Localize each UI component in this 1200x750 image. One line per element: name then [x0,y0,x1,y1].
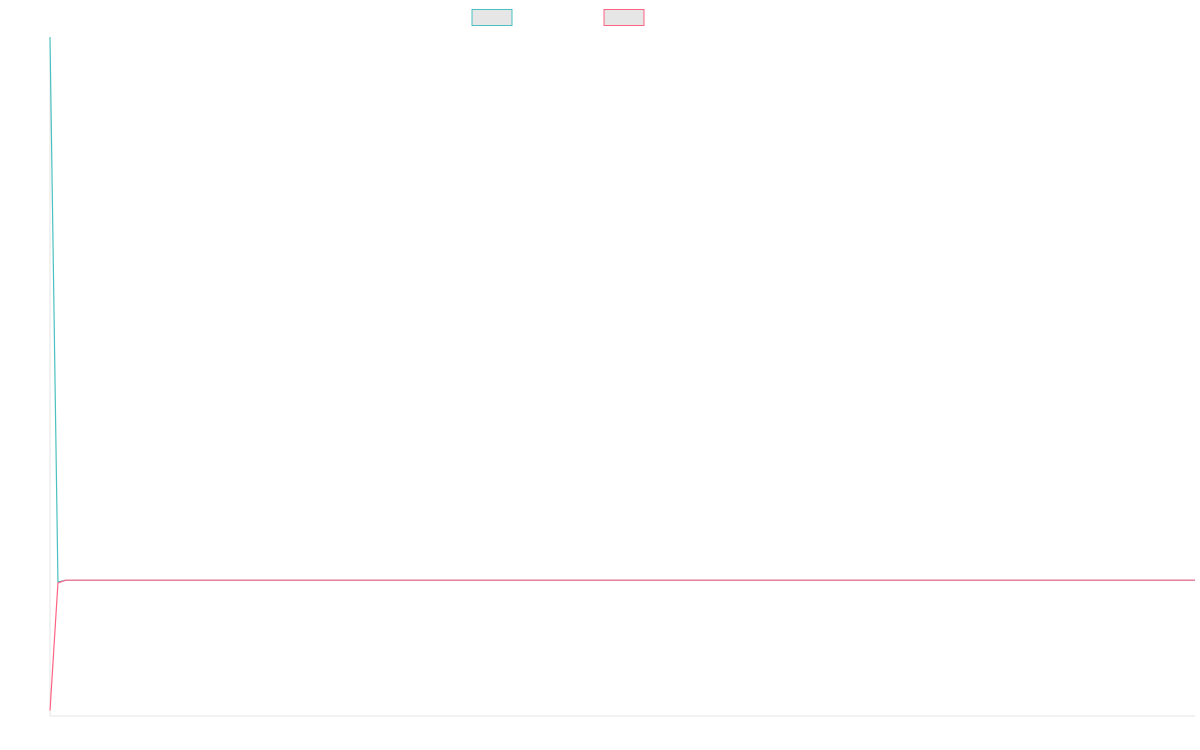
series-layer [49,36,1195,711]
series-line-1 [49,36,1195,583]
legend [471,9,645,26]
legend-item-2[interactable] [603,9,645,26]
legend-item-1[interactable] [471,9,513,26]
series-line-2 [49,579,1195,711]
axes [49,37,1195,717]
legend-swatch[interactable] [603,9,645,26]
legend-swatch[interactable] [471,9,513,26]
